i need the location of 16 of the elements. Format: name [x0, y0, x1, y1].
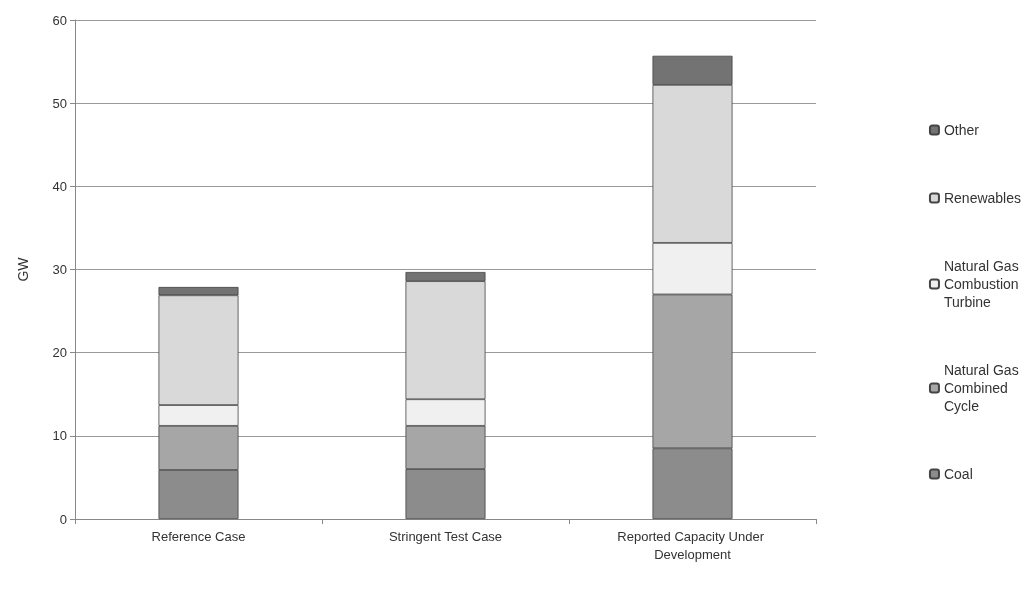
legend-label: Natural Gas Combined Cycle [943, 362, 1019, 414]
y-tick-label: 50 [52, 95, 67, 111]
x-tick-label: Reported Capacity Under Development [617, 528, 768, 562]
legend-label: Natural Gas Combustion Turbine [943, 258, 1019, 310]
legend-label: Coal [943, 466, 973, 482]
y-tick-label: 30 [52, 262, 67, 277]
legend-label: Renewables [943, 190, 1022, 206]
x-tick-label: Reference Case [151, 528, 246, 544]
y-tick-label: 10 [52, 428, 67, 444]
y-tick-label: 60 [52, 12, 67, 28]
y-axis-title: GW [15, 256, 31, 282]
x-tick-label: Stringent Test Case [388, 528, 503, 544]
legend-label: Other [943, 122, 980, 138]
y-tick-label: 0 [59, 511, 67, 527]
y-tick-label: 20 [52, 345, 67, 361]
y-tick-label: 40 [52, 178, 67, 194]
